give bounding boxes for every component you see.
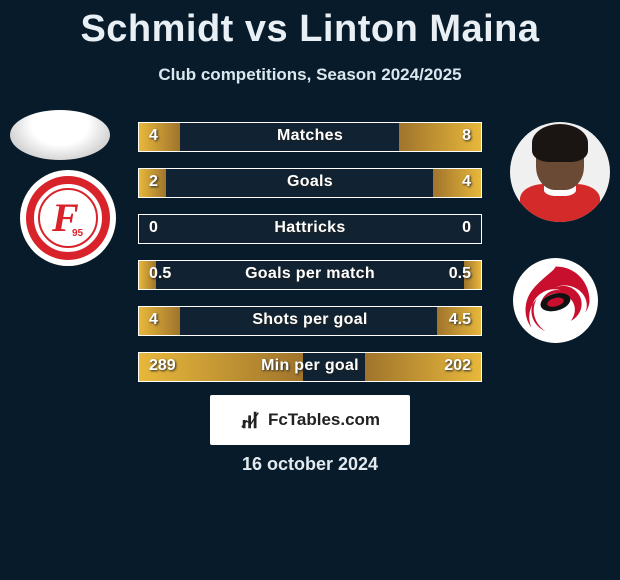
bar-value-left: 4 [149,127,158,145]
bar-label: Goals per match [139,265,481,283]
bar-label: Hattricks [139,219,481,237]
bar-value-right: 8 [462,127,471,145]
bar-row: 4 4.5Shots per goal [138,306,482,336]
bar-fill-right [433,169,481,197]
club-left-year: 95 [72,228,83,239]
date-text: 16 october 2024 [0,454,620,475]
bar-label: Shots per goal [139,311,481,329]
player-right-avatar [510,122,610,222]
bar-value-left: 2 [149,173,158,191]
watermark: FcTables.com [210,395,410,445]
bar-row: 0.5 0.5Goals per match [138,260,482,290]
bar-row: 2 4Goals [138,168,482,198]
bar-value-right: 4.5 [449,311,471,329]
comparison-bars: 48Matches24Goals00Hattricks0.50.5Goals p… [138,122,482,398]
watermark-text: FcTables.com [268,410,380,430]
bar-fill-left [139,307,180,335]
bar-value-right: 0.5 [449,265,471,283]
page-title: Schmidt vs Linton Maina [0,0,620,51]
bar-value-left: 4 [149,311,158,329]
bar-value-right: 202 [444,357,471,375]
bar-row: 289202Min per goal [138,352,482,382]
bar-value-left: 0 [149,219,158,237]
bar-row: 0 0Hattricks [138,214,482,244]
bar-value-left: 289 [149,357,176,375]
bar-fill-left [139,123,180,151]
bar-value-left: 0.5 [149,265,171,283]
bar-value-right: 4 [462,173,471,191]
bar-label: Goals [139,173,481,191]
chart-icon [240,409,262,431]
club-right-badge [513,258,598,343]
bar-value-right: 0 [462,219,471,237]
club-left-badge: F 95 [20,170,116,266]
bar-row: 48Matches [138,122,482,152]
subtitle: Club competitions, Season 2024/2025 [0,65,620,85]
player-left-avatar [10,110,110,160]
